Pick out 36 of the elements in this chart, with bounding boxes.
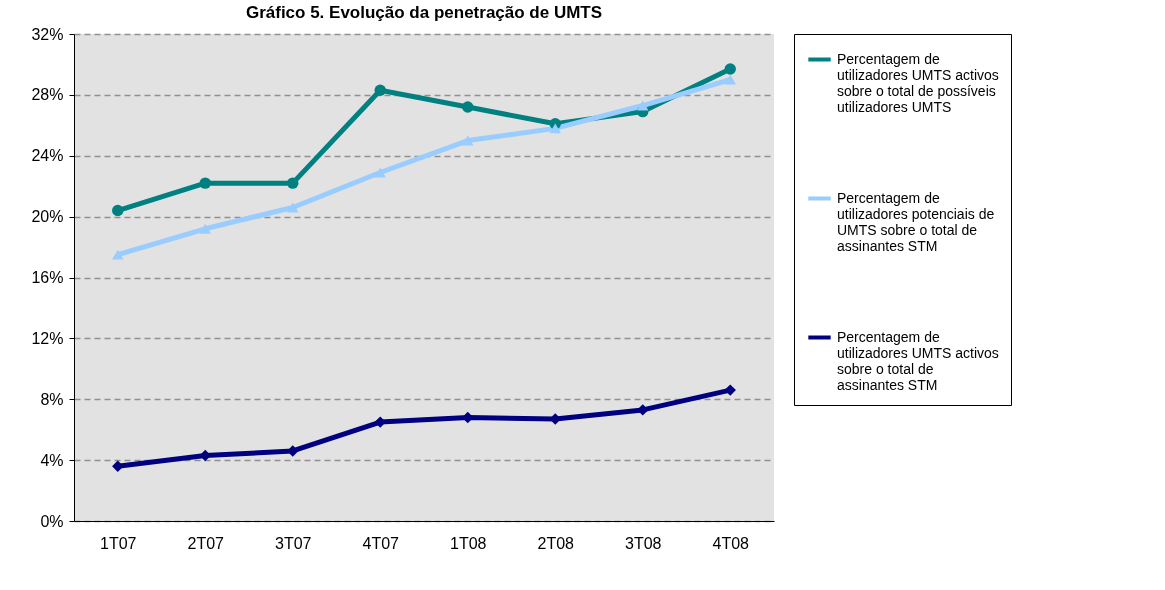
y-tick-label: 20%: [31, 208, 64, 226]
chart-title: Gráfico 5. Evolução da penetração de UMTS: [245, 3, 603, 22]
x-tick-label: 1T08: [450, 534, 487, 552]
point: [374, 84, 386, 96]
y-tick-label: 32%: [31, 25, 64, 43]
point: [287, 202, 299, 213]
point: [462, 135, 474, 146]
legend-label: Percentagem de utilizadores UMTS activos sobre o total de possíveis utilizadores UMTS: [837, 50, 999, 115]
point: [637, 100, 649, 111]
y-tick-label: 8%: [40, 390, 64, 408]
x-tick-label: 4T07: [362, 534, 400, 552]
point: [199, 223, 211, 234]
legend-label: Percentagem de utilizadores UMTS activos sobre o total de assinantes STM: [837, 328, 999, 393]
y-tick-label: 16%: [31, 269, 64, 286]
x-tick-label: 4T08: [712, 534, 750, 552]
x-tick-label: 3T07: [275, 534, 312, 552]
x-tick-label: 2T08: [537, 534, 575, 552]
point: [724, 63, 736, 75]
point: [724, 74, 736, 85]
point: [462, 101, 474, 113]
x-tick-label: 2T07: [187, 534, 225, 552]
point: [112, 204, 124, 217]
x-tick-label: 3T08: [625, 534, 662, 552]
point: [287, 177, 299, 189]
y-tick-label: 0%: [40, 512, 64, 530]
point: [199, 177, 211, 189]
point: [112, 249, 124, 260]
legend-label: Percentagem de utilizadores potenciais de UMTS sobre o total de assinantes STM: [837, 189, 995, 254]
y-tick-label: 28%: [31, 86, 64, 104]
point: [724, 384, 736, 396]
x-tick-label: 1T07: [100, 534, 137, 552]
y-tick-label: 4%: [40, 451, 64, 469]
y-tick-label: 12%: [31, 329, 64, 347]
point: [549, 123, 561, 134]
y-tick-label: 24%: [31, 147, 64, 165]
point: [374, 167, 386, 178]
